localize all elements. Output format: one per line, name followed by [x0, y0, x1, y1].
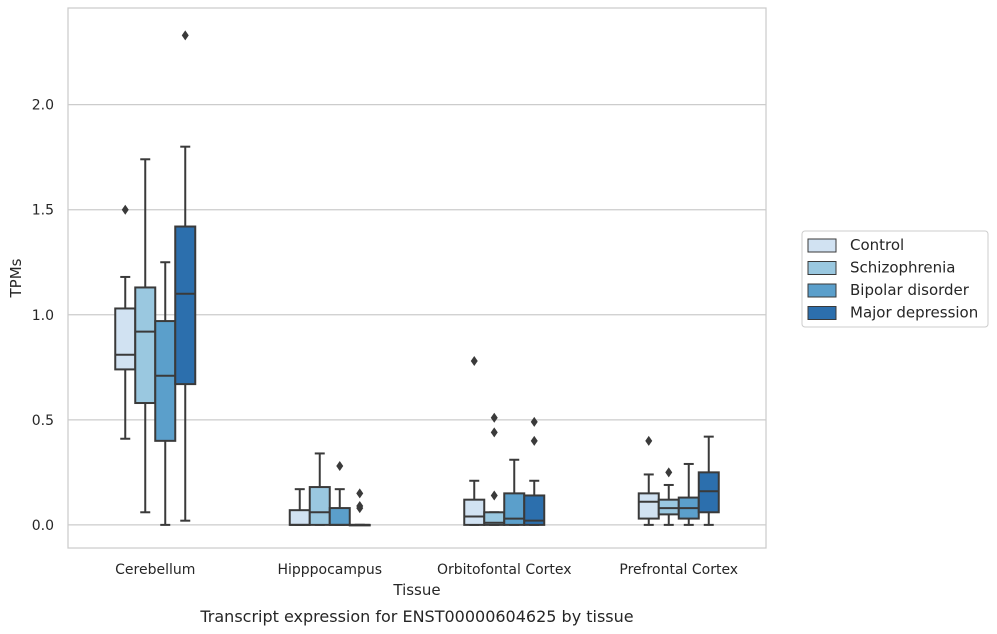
outlier-point: [645, 435, 653, 446]
box-body: [174, 225, 197, 386]
legend-swatch: [807, 283, 837, 298]
legend-label: Control: [850, 236, 904, 254]
grid-lines: [68, 104, 766, 526]
chart-caption: Transcript expression for ENST0000060462…: [199, 607, 633, 626]
box-0-1: [134, 158, 157, 514]
box-0-2: [154, 261, 177, 526]
legend-label: Bipolar disorder: [850, 281, 970, 299]
box-body: [308, 486, 331, 526]
box-1-2: [328, 461, 351, 526]
box-body: [503, 492, 526, 526]
box-body: [697, 471, 720, 514]
legend-swatch: [807, 306, 837, 320]
box-body: [657, 498, 680, 516]
box-1-0: [288, 488, 311, 526]
outlier-point: [121, 204, 129, 215]
legend-swatch: [807, 238, 837, 253]
y-tick-label: 1.5: [32, 203, 54, 219]
box-3-1: [657, 467, 680, 526]
y-tick-labels: 0.0 0.5 1.0 1.5 2.0: [32, 98, 54, 534]
box-3-0: [637, 435, 660, 526]
outlier-point: [470, 355, 478, 366]
box-body: [328, 507, 351, 526]
plot-area: [67, 7, 767, 549]
legend-label: Major depression: [850, 304, 978, 322]
y-tick-label: 0.5: [32, 413, 54, 429]
outlier-point: [356, 500, 364, 511]
y-tick-label: 1.0: [32, 308, 54, 324]
outlier-point: [181, 30, 189, 41]
boxes-layer: [114, 30, 720, 527]
outlier-point: [490, 427, 498, 438]
box-3-3: [697, 435, 720, 526]
box-body: [463, 498, 486, 526]
box-body: [134, 286, 157, 405]
box-2-2: [503, 458, 526, 526]
x-tick-label: Hipppocampus: [277, 562, 382, 578]
box-1-1: [308, 452, 331, 526]
box-0-0: [114, 204, 137, 440]
box-body: [114, 307, 137, 371]
outlier-point: [665, 467, 673, 478]
box-body: [637, 492, 660, 520]
outlier-point: [490, 490, 498, 501]
box-2-1: [483, 412, 506, 526]
box-1-3: [348, 488, 371, 527]
y-axis-label: TPMs: [7, 258, 25, 298]
box-2-3: [523, 416, 546, 526]
legend-label: Schizophrenia: [850, 259, 955, 277]
outlier-point: [530, 416, 538, 427]
y-tick-label: 2.0: [32, 98, 54, 114]
legend-frame: [801, 230, 989, 328]
box-body: [288, 509, 311, 526]
box-body: [154, 320, 177, 442]
x-axis-label: Tissue: [392, 581, 440, 599]
outlier-point: [336, 461, 344, 472]
outlier-point: [356, 488, 364, 499]
legend-swatch: [807, 261, 837, 275]
x-tick-label: Prefrontal Cortex: [619, 562, 738, 578]
outlier-point: [490, 412, 498, 423]
box-body: [523, 494, 546, 526]
x-tick-label: Cerebellum: [115, 562, 195, 578]
x-tick-label: Orbitofontal Cortex: [437, 562, 572, 578]
box-0-3: [174, 30, 197, 522]
outlier-point: [530, 435, 538, 446]
box-2-0: [463, 355, 486, 526]
y-tick-label: 0.0: [32, 518, 54, 534]
box-3-2: [677, 462, 700, 526]
legend: Control Schizophrenia Bipolar disorder Majo…: [801, 230, 989, 328]
x-tick-labels: Cerebellum Hipppocampus Orbitofontal Corte…: [115, 562, 738, 578]
